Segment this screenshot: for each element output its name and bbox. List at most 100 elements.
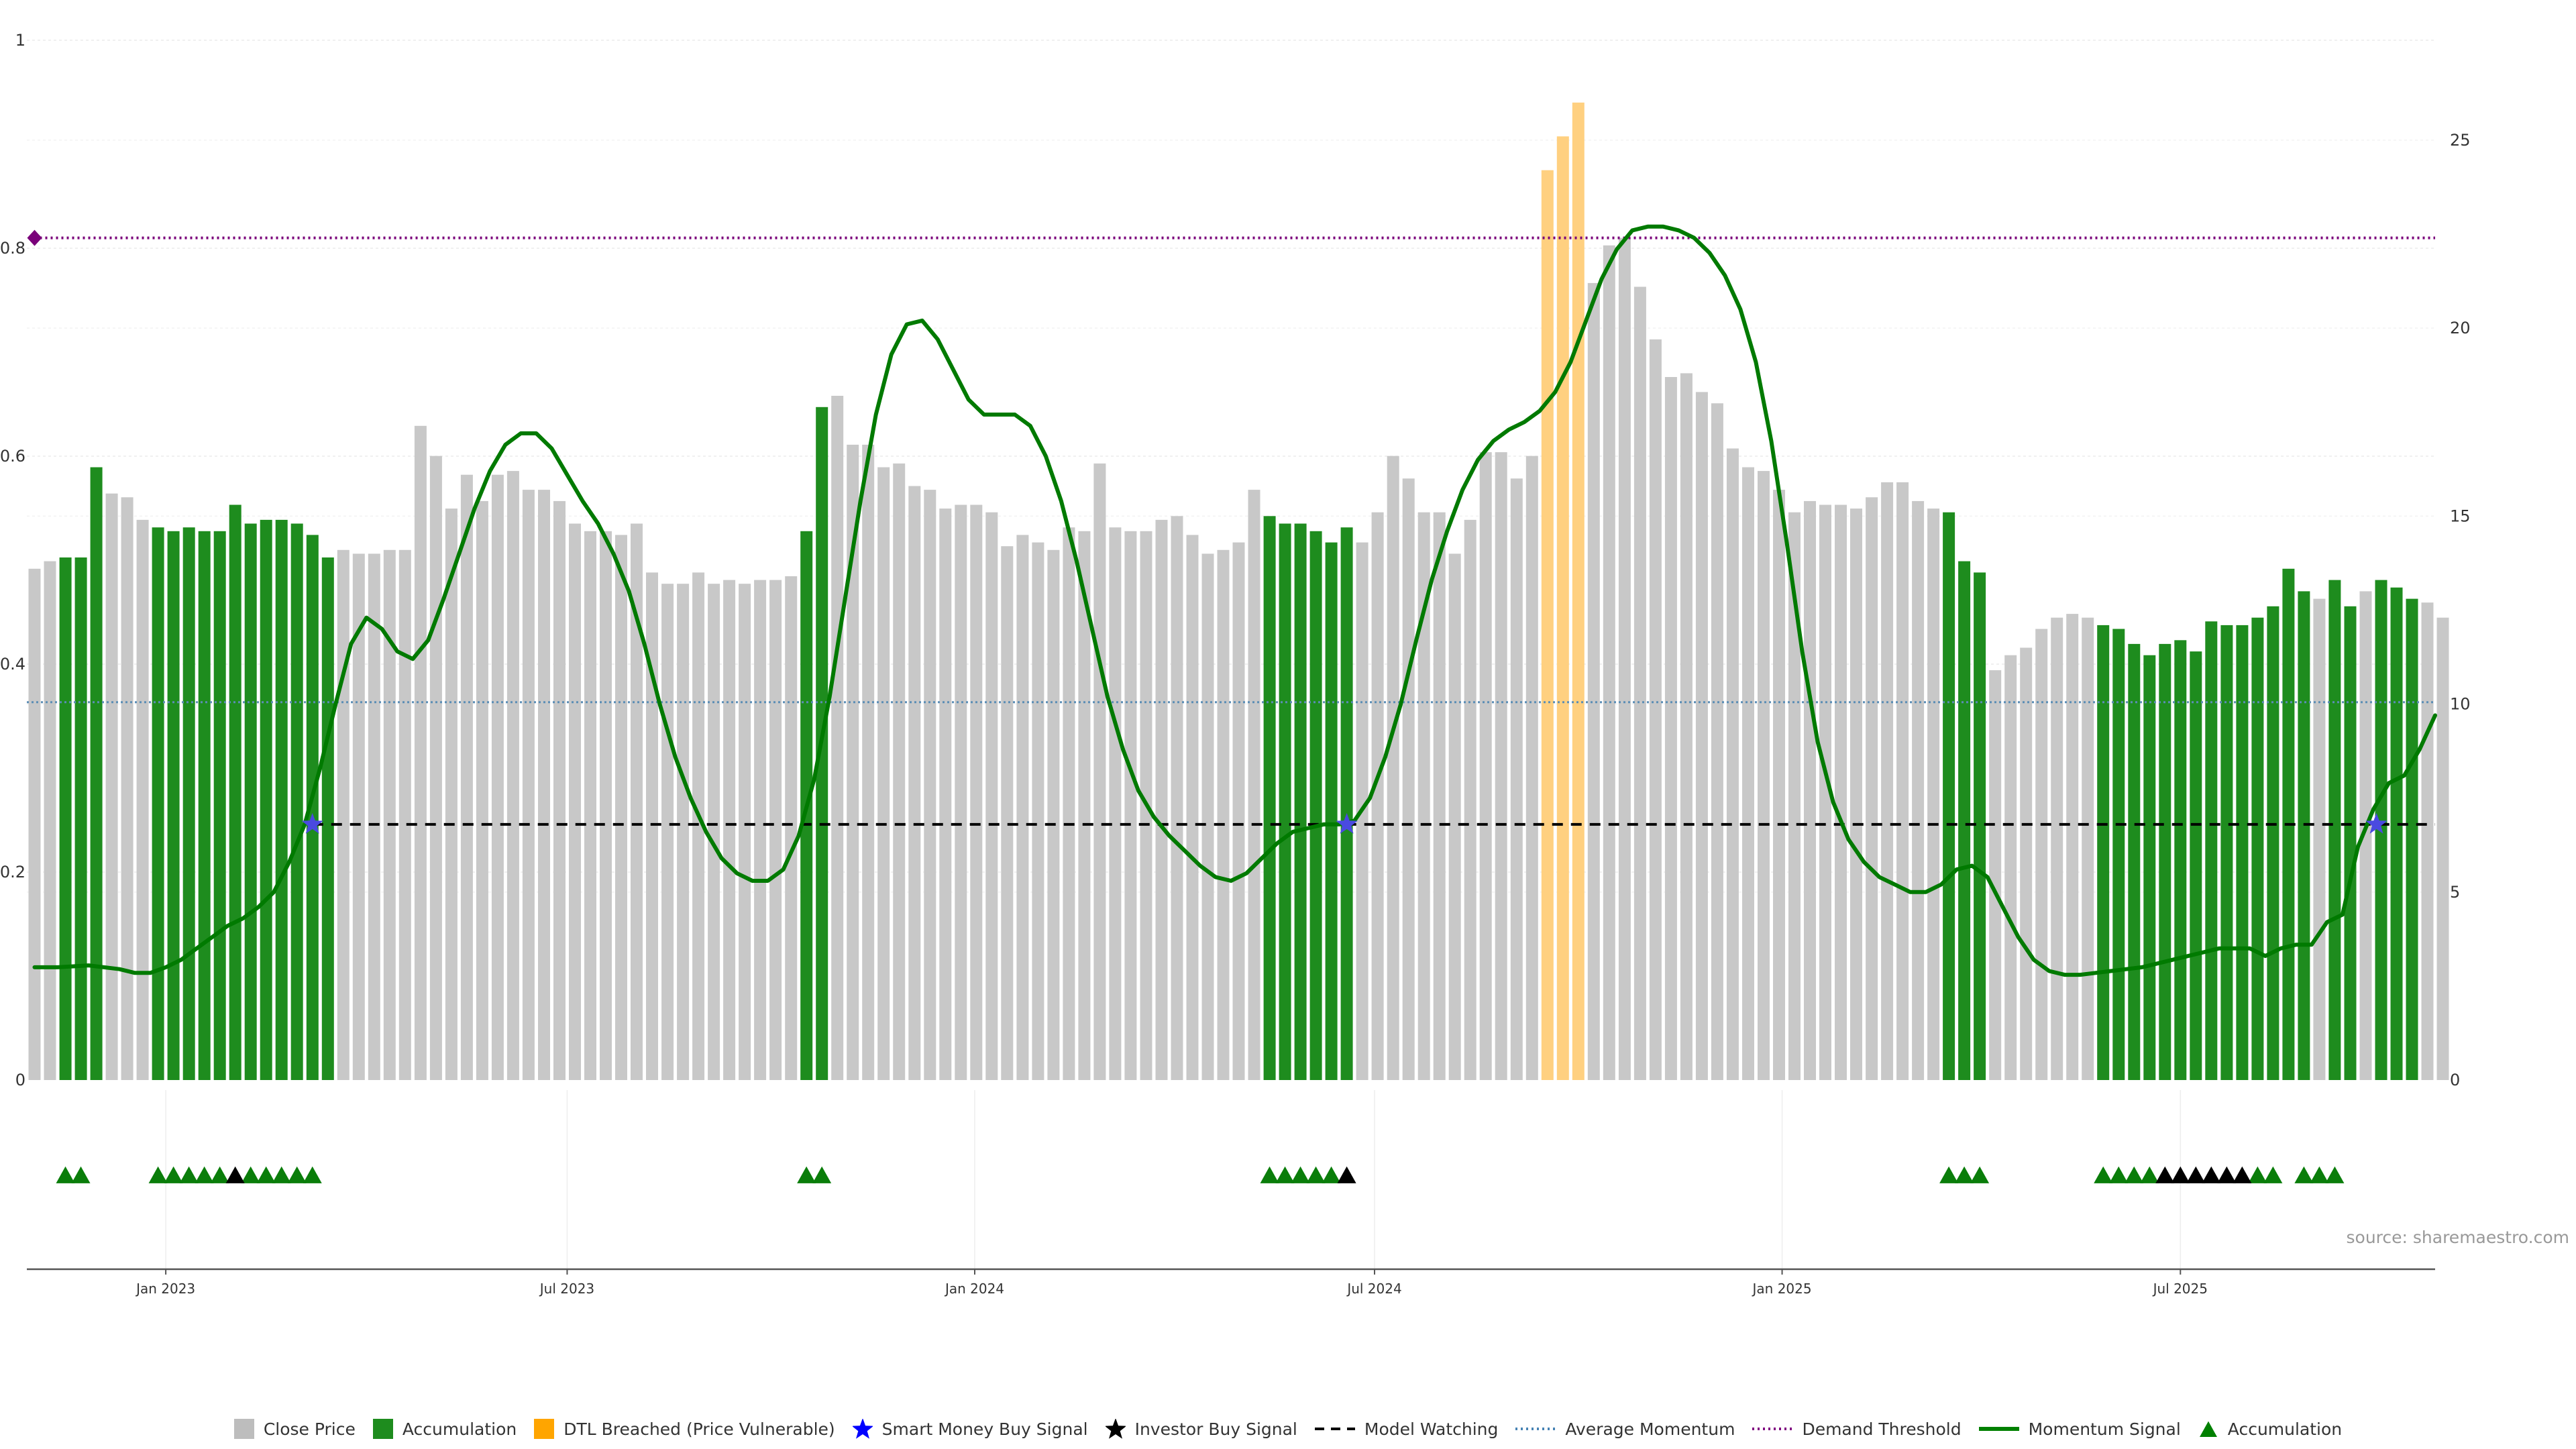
right-tick-label: 20 — [2450, 319, 2471, 337]
close-price-bar — [600, 531, 612, 1080]
left-tick-label: 0 — [15, 1071, 25, 1089]
accumulation-marker — [148, 1166, 168, 1183]
close-price-bar — [1881, 482, 1894, 1080]
close-price-bar — [908, 486, 921, 1080]
investor-buy-marker — [2171, 1166, 2190, 1183]
x-tick-label: Jul 2023 — [539, 1281, 594, 1297]
close-price-bar — [1387, 455, 1399, 1080]
close-price-bar — [1664, 377, 1677, 1080]
legend-label: Smart Money Buy Signal — [881, 1419, 1088, 1439]
close-price-bar — [739, 584, 751, 1080]
price-bars — [28, 102, 2449, 1081]
close-price-bar — [1464, 519, 1477, 1080]
left-tick-label: 0.2 — [0, 863, 25, 881]
right-tick-label: 0 — [2450, 1071, 2460, 1089]
right-tick-label: 10 — [2450, 695, 2471, 714]
accumulation-bar — [2406, 598, 2418, 1080]
left-tick-label: 0.4 — [0, 655, 25, 674]
close-price-bar — [538, 490, 550, 1080]
close-price-bar — [1232, 542, 1245, 1080]
close-price-bar — [368, 553, 380, 1080]
close-price-bar — [1758, 471, 1770, 1080]
share-chart: 0 0.2 0.4 0.6 0.8 1 0 5 10 15 20 25 Jan 2023 Jul 20… — [0, 31, 2569, 1297]
smart-money-buy-star — [301, 812, 323, 834]
close-price-bar — [1680, 373, 1693, 1080]
close-price-bar — [631, 523, 643, 1080]
accumulation-marker — [812, 1166, 832, 1183]
legend-swatch — [233, 1419, 254, 1439]
close-price-bar — [2082, 617, 2094, 1080]
accumulation-bar — [2097, 625, 2110, 1080]
accumulation-bar — [1263, 516, 1276, 1080]
accumulation-bar — [290, 523, 303, 1080]
x-tick-label: Jan 2025 — [1752, 1281, 1812, 1297]
close-price-bar — [1479, 452, 1492, 1080]
close-price-bar — [1186, 535, 1199, 1080]
close-price-bar — [1587, 282, 1600, 1080]
accumulation-marker — [2140, 1166, 2159, 1183]
accumulation-bar — [1943, 512, 1955, 1080]
gridlines — [27, 40, 2435, 1269]
legend-label: DTL Breached (Price Vulnerable) — [564, 1419, 835, 1439]
accumulation-bar — [90, 467, 103, 1080]
accumulation-marker — [1970, 1166, 1990, 1183]
close-price-bar — [985, 512, 998, 1080]
close-price-bar — [646, 572, 658, 1080]
legend-swatch — [372, 1419, 393, 1439]
legend-item: Momentum Signal — [1978, 1419, 2181, 1439]
investor-buy-marker — [2202, 1166, 2221, 1183]
close-price-bar — [337, 549, 350, 1080]
left-tick-label: 1 — [15, 31, 25, 50]
close-price-bar — [121, 497, 133, 1080]
close-price-bar — [1788, 512, 1801, 1080]
accumulation-bar — [2205, 621, 2218, 1080]
close-price-bar — [877, 467, 890, 1080]
accumulation-marker — [1291, 1166, 1310, 1183]
legend-item: Demand Threshold — [1752, 1419, 1962, 1439]
accumulation-bar — [275, 519, 288, 1080]
close-price-bar — [569, 523, 581, 1080]
accumulation-bar — [1340, 527, 1353, 1080]
close-price-bar — [1155, 519, 1168, 1080]
accumulation-bar — [198, 531, 211, 1080]
legend-swatch — [534, 1419, 555, 1439]
legend-label: Demand Threshold — [1802, 1419, 1962, 1439]
legend-label: Investor Buy Signal — [1134, 1419, 1297, 1439]
close-price-bar — [1850, 508, 1862, 1080]
momentum-signal-line — [32, 224, 2437, 977]
right-axis: 0 5 10 15 20 25 — [2450, 131, 2471, 1089]
accumulation-bar — [213, 531, 226, 1080]
close-price-bar — [1726, 448, 1739, 1080]
right-tick-label: 5 — [2450, 883, 2460, 902]
accumulation-bar — [2112, 629, 2125, 1080]
legend-label: Accumulation — [2227, 1419, 2343, 1439]
close-price-bar — [1201, 553, 1214, 1080]
close-price-bar — [1402, 478, 1415, 1080]
left-tick-label: 0.6 — [0, 447, 25, 466]
accumulation-marker — [2263, 1166, 2283, 1183]
close-price-bar — [1433, 512, 1446, 1080]
close-price-bar — [398, 549, 411, 1080]
accumulation-bar — [1279, 523, 1291, 1080]
investor-buy-marker — [2217, 1166, 2237, 1183]
legend-swatch — [1752, 1428, 1793, 1430]
accumulation-bar — [2236, 625, 2249, 1080]
close-price-bar — [1912, 500, 1925, 1080]
close-price-bar — [1742, 467, 1754, 1080]
accumulation-bar — [2143, 655, 2156, 1080]
smart-money-buy-star — [2365, 812, 2387, 834]
close-price-bar — [1989, 670, 2002, 1080]
accumulation-bar — [2174, 640, 2187, 1080]
close-price-bar — [1633, 286, 1646, 1080]
close-price-bar — [105, 493, 118, 1080]
smart-money-buy-star — [1336, 812, 1358, 834]
close-price-bar — [383, 549, 396, 1080]
accumulation-bar — [2251, 617, 2264, 1080]
accumulation-marker — [195, 1166, 214, 1183]
close-price-bar — [414, 425, 427, 1080]
accumulation-marker — [797, 1166, 816, 1183]
close-price-bar — [1510, 478, 1523, 1080]
close-price-bar — [2020, 647, 2033, 1080]
close-price-bar — [44, 561, 56, 1080]
x-tick-label: Jan 2023 — [135, 1281, 195, 1297]
